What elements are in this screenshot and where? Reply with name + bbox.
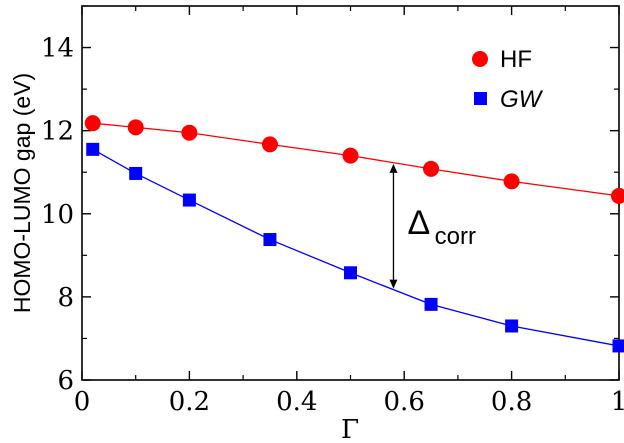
- data-point-hf: [423, 160, 440, 177]
- legend-label-hf: HF: [500, 46, 532, 73]
- data-point-hf: [84, 115, 101, 132]
- legend: HF GW: [472, 46, 544, 113]
- data-point-gw: [86, 142, 100, 156]
- data-point-hf: [181, 124, 198, 141]
- data-point-gw: [263, 233, 277, 247]
- x-axis-label: Γ: [341, 415, 359, 443]
- delta-subscript: corr: [435, 223, 476, 250]
- x-tick-label: 0.4: [276, 387, 317, 417]
- delta-corr-annotation: Δ corr: [389, 163, 476, 289]
- delta-corr-arrowhead-top: [389, 163, 398, 173]
- y-axis-label: HOMO-LUMO gap (eV): [9, 73, 35, 313]
- y-axis-ticks: 6 8 10 12 14: [41, 5, 619, 396]
- data-point-gw: [505, 319, 519, 333]
- data-point-hf: [611, 187, 624, 204]
- data-point-gw: [182, 193, 196, 207]
- plot-frame: [81, 5, 620, 381]
- data-point-hf: [261, 136, 278, 153]
- delta-corr-label: Δ corr: [407, 204, 476, 250]
- x-tick-label: 0.8: [491, 387, 532, 417]
- series-line-hf: [92, 122, 620, 197]
- x-axis-ticks: 0 0.2 0.4 0.6 0.8 1: [74, 6, 624, 417]
- series-layer: [84, 115, 624, 353]
- y-tick-label: 8: [57, 283, 74, 313]
- x-tick-label: 0.6: [384, 387, 425, 417]
- data-point-hf: [127, 119, 144, 136]
- y-tick-label: 12: [41, 117, 74, 147]
- data-point-gw: [344, 266, 357, 280]
- data-point-hf: [342, 147, 359, 164]
- y-tick-label: 10: [41, 200, 74, 230]
- legend-label-gw: GW: [500, 86, 544, 113]
- legend-marker-gw: [474, 92, 487, 105]
- delta-symbol: Δ: [407, 204, 430, 242]
- data-point-gw: [612, 339, 624, 353]
- y-tick-label: 14: [41, 34, 74, 64]
- legend-marker-hf: [472, 51, 488, 67]
- series-line-gw: [92, 148, 620, 347]
- x-tick-label: 1: [611, 387, 624, 417]
- data-point-gw: [129, 166, 143, 180]
- y-tick-label: 6: [57, 366, 74, 396]
- data-point-hf: [503, 173, 520, 190]
- delta-corr-arrowhead-bottom: [389, 279, 398, 289]
- data-point-gw: [424, 297, 438, 311]
- x-tick-label: 0: [74, 387, 91, 417]
- x-tick-label: 0.2: [169, 387, 210, 417]
